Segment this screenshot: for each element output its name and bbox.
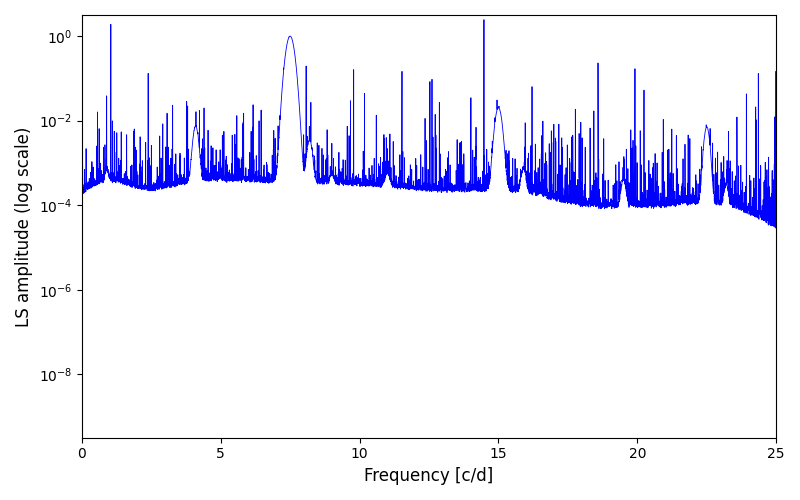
Y-axis label: LS amplitude (log scale): LS amplitude (log scale) (15, 126, 33, 326)
X-axis label: Frequency [c/d]: Frequency [c/d] (364, 467, 494, 485)
